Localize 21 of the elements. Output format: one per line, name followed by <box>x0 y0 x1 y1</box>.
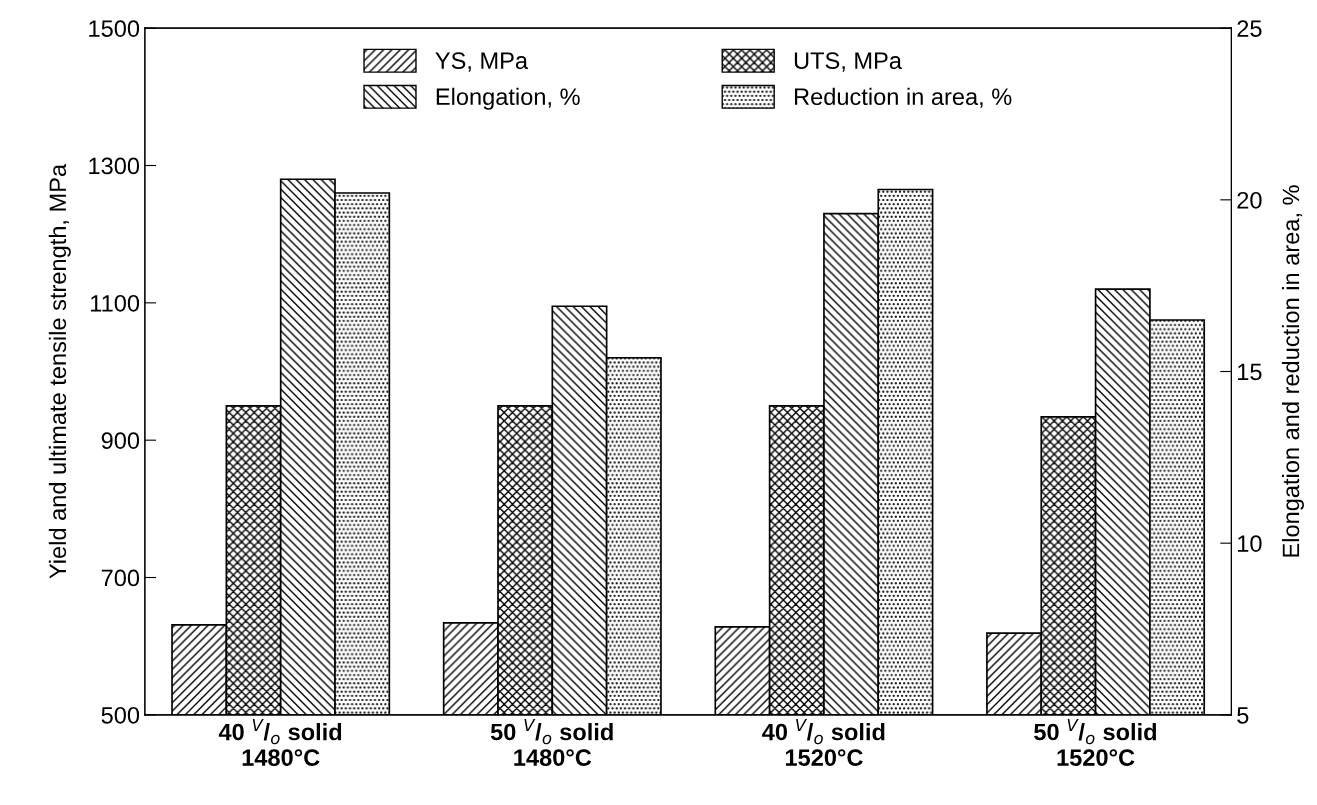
y-tick-label: 1100 <box>91 294 140 312</box>
x-tick-label: 50 $^{V}$/$_{o}$ solid 1520°C <box>1034 719 1157 766</box>
y2-tick-label: 5 <box>1237 707 1249 724</box>
y-tick-label: 500 <box>101 706 140 724</box>
y-tick-label: 900 <box>101 432 140 449</box>
y-tick-label: 700 <box>101 569 140 587</box>
x-tick-label: 50 $^{V}$/$_{o}$ solid 1480°C <box>490 719 613 766</box>
y2-tick-label: 15 <box>1238 363 1262 381</box>
x-tick-label: 40 $^{V}$/$_{o}$ solid 1480°C <box>218 719 342 766</box>
y2-tick-label: 20 <box>1237 191 1262 209</box>
y2-axis-title: Elongation and reduction in area, % <box>1281 185 1304 557</box>
y-axis-title: Yield and ultimate tensile strength, MPa <box>48 163 71 579</box>
legend-label: Reduction in area, % <box>795 87 1012 108</box>
y-tick-label: 1300 <box>89 157 140 175</box>
legend-label: Elongation, % <box>436 87 580 110</box>
legend-label: YS, MPa <box>435 52 529 72</box>
y-tick-label: 1500 <box>89 20 140 37</box>
legend-label: UTS, MPa <box>794 52 902 72</box>
x-tick-label: 40 $^{V}$/$_{o}$ solid 1520°C <box>762 719 885 766</box>
y2-tick-label: 10 <box>1238 535 1262 552</box>
y2-tick-label: 25 <box>1237 20 1262 37</box>
